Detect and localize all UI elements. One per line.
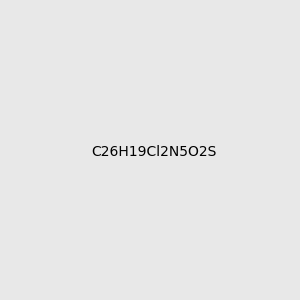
Text: C26H19Cl2N5O2S: C26H19Cl2N5O2S: [91, 145, 216, 158]
